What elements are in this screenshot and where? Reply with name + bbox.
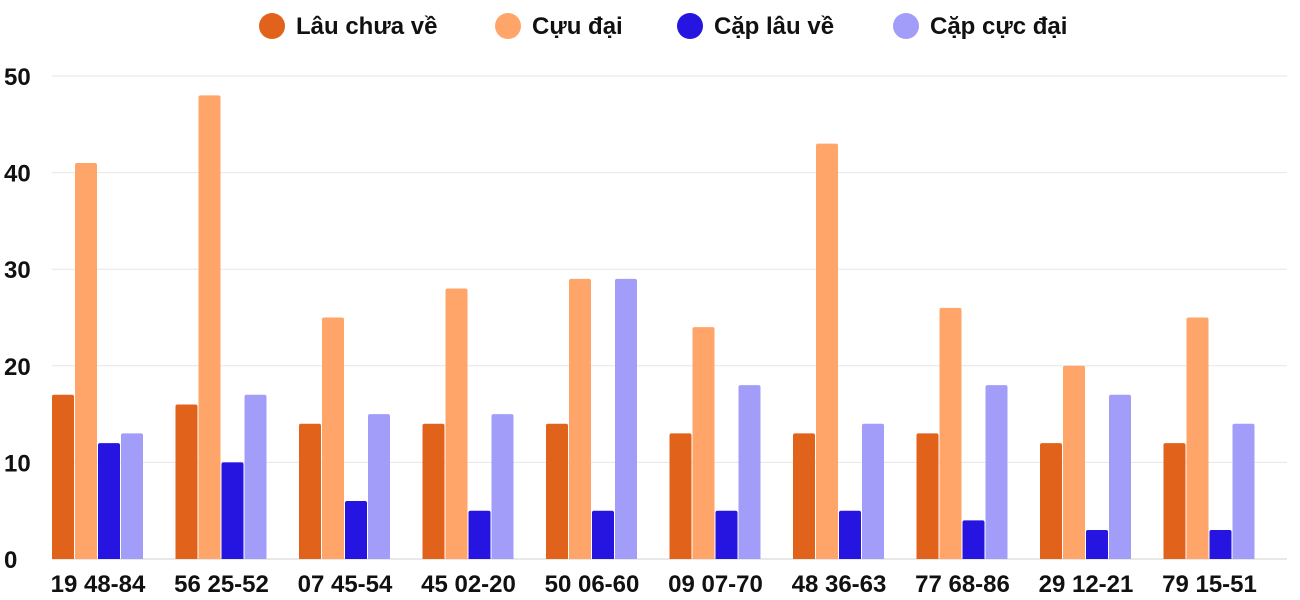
bar-3-6 xyxy=(715,510,738,559)
x-tick-label: 29 12-21 xyxy=(1039,571,1134,598)
bar-4-4 xyxy=(491,414,514,559)
bar-2-5 xyxy=(569,278,591,559)
x-tick-label: 09 07-70 xyxy=(668,571,763,598)
legend-label: Lâu chưa về xyxy=(296,13,437,40)
bar-2-9 xyxy=(1063,365,1085,559)
legend-swatch xyxy=(495,13,521,39)
legend-item: Lâu chưa về xyxy=(259,13,437,40)
legend-swatch xyxy=(677,13,703,39)
bar-1-3 xyxy=(299,423,321,559)
y-tick-label: 40 xyxy=(4,161,31,188)
legend: Lâu chưa về Cựu đại Cặp lâu về Cặp cực đại xyxy=(259,13,1067,40)
bar-3-4 xyxy=(468,510,491,559)
bar-2-10 xyxy=(1186,317,1209,559)
bar-1-9 xyxy=(1040,443,1062,559)
bar-4-8 xyxy=(985,385,1008,559)
bar-1-6 xyxy=(669,433,692,559)
x-tick-label: 79 15-51 xyxy=(1162,571,1257,598)
legend-swatch xyxy=(259,13,285,39)
bar-2-3 xyxy=(322,317,344,559)
bar-2-2 xyxy=(198,95,221,559)
bar-2-6 xyxy=(692,327,715,559)
y-axis: 0 10 20 30 40 50 xyxy=(4,64,31,574)
bar-4-6 xyxy=(738,385,761,559)
bar-1-4 xyxy=(422,423,445,559)
bar-2-8 xyxy=(939,307,962,559)
bar-1-2 xyxy=(175,404,198,559)
bar-2-1 xyxy=(75,162,97,559)
bar-1-10 xyxy=(1163,443,1186,559)
legend-item: Cặp lâu về xyxy=(677,13,834,40)
bar-4-9 xyxy=(1109,394,1131,559)
legend-item: Cựu đại xyxy=(495,13,623,40)
bar-3-10 xyxy=(1209,530,1232,559)
bar-2-7 xyxy=(816,143,838,559)
x-axis: 19 48-84 56 25-52 07 45-54 45 02-20 50 06-60… xyxy=(51,571,1257,598)
x-tick-label: 50 06-60 xyxy=(545,571,640,598)
bar-3-3 xyxy=(345,501,367,559)
x-tick-label: 77 68-86 xyxy=(915,571,1010,598)
bar-4-10 xyxy=(1232,423,1255,559)
x-tick-label: 19 48-84 xyxy=(51,571,146,598)
bars xyxy=(52,95,1255,559)
bar-1-5 xyxy=(546,423,568,559)
x-tick-label: 07 45-54 xyxy=(298,571,393,598)
x-tick-label: 45 02-20 xyxy=(421,571,516,598)
bar-4-7 xyxy=(862,423,884,559)
bar-1-8 xyxy=(916,433,939,559)
legend-item: Cặp cực đại xyxy=(893,13,1067,40)
y-tick-label: 30 xyxy=(4,257,31,284)
legend-label: Cặp lâu về xyxy=(714,13,834,40)
y-tick-label: 50 xyxy=(4,64,31,91)
bar-3-2 xyxy=(221,462,244,559)
bar-3-5 xyxy=(592,510,614,559)
bar-1-7 xyxy=(793,433,815,559)
x-tick-label: 56 25-52 xyxy=(174,571,269,598)
legend-label: Cặp cực đại xyxy=(930,13,1067,40)
y-tick-label: 20 xyxy=(4,354,31,381)
bar-4-1 xyxy=(121,433,143,559)
y-tick-label: 0 xyxy=(4,547,17,574)
bar-3-9 xyxy=(1086,530,1108,559)
x-tick-label: 48 36-63 xyxy=(792,571,887,598)
y-tick-label: 10 xyxy=(4,450,31,477)
bar-1-1 xyxy=(52,394,74,559)
bar-3-8 xyxy=(962,520,985,559)
bar-4-2 xyxy=(244,394,267,559)
bar-4-3 xyxy=(368,414,390,559)
bar-3-7 xyxy=(839,510,861,559)
legend-swatch xyxy=(893,13,919,39)
bar-4-5 xyxy=(615,278,637,559)
legend-label: Cựu đại xyxy=(532,13,623,40)
bar-2-4 xyxy=(445,288,468,559)
bar-3-1 xyxy=(98,443,120,559)
